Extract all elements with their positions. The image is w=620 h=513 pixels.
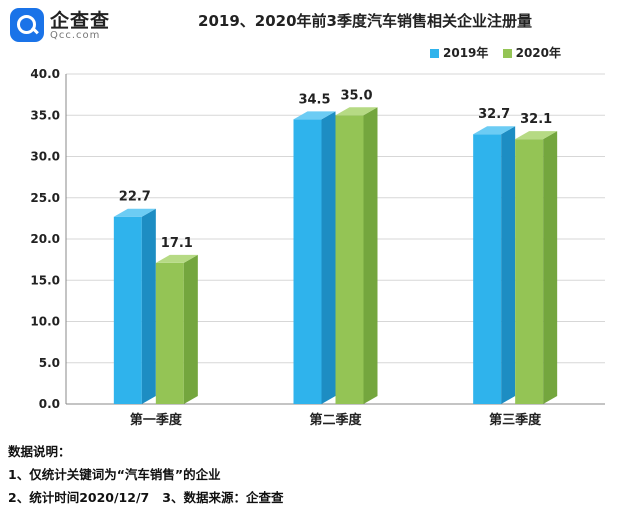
- brand-logo: 企查查 Qcc.com: [10, 6, 160, 50]
- chart-legend: 2019年 2020年: [430, 44, 571, 60]
- bar-2020-front: [155, 262, 184, 404]
- brand-name: 企查查: [50, 10, 111, 32]
- bar-2019-side: [141, 208, 156, 404]
- bar-2019-top: [293, 111, 336, 120]
- y-tick-label: 40.0: [30, 67, 60, 81]
- y-tick-label: 10.0: [30, 315, 60, 329]
- y-tick-label: 0.0: [39, 397, 60, 411]
- y-tick-label: 5.0: [39, 356, 60, 370]
- brand-domain: Qcc.com: [50, 30, 101, 41]
- bar-2020-front: [515, 139, 544, 405]
- bar-2019-side: [321, 111, 336, 404]
- y-tick-label: 20.0: [30, 232, 60, 246]
- legend-label-2020: 2020年: [515, 46, 561, 60]
- legend-item-2019: 2019年: [430, 44, 488, 61]
- x-tick-label: 第二季度: [309, 412, 362, 428]
- data-label-2019: 22.7: [119, 190, 151, 205]
- legend-swatch-2020: [502, 49, 512, 58]
- data-label-2020: 32.1: [520, 112, 552, 127]
- legend-label-2019: 2019年: [443, 46, 489, 60]
- x-tick-label: 第三季度: [489, 412, 542, 428]
- data-label-2020: 35.0: [340, 88, 372, 103]
- y-tick-label: 25.0: [30, 191, 60, 205]
- y-tick-label: 15.0: [30, 273, 60, 287]
- bar-2020-side: [363, 107, 378, 404]
- chart-title: 2019、2020年前3季度汽车销售相关企业注册量: [198, 12, 532, 30]
- bar-2020-top: [335, 107, 378, 116]
- data-label-2019: 32.7: [478, 107, 510, 122]
- bar-2019-side: [501, 126, 516, 404]
- data-label-2020: 17.1: [161, 236, 193, 251]
- bar-2020-side: [543, 131, 558, 405]
- notes-line-2: 2、统计时间2020/12/7 3、数据来源：企查查: [8, 490, 284, 505]
- bar-2020-side: [183, 254, 198, 404]
- search-logo-icon: [10, 8, 44, 42]
- bar-2020-front: [335, 115, 364, 404]
- notes-heading: 数据说明：: [8, 444, 71, 459]
- y-tick-label: 35.0: [30, 108, 60, 122]
- legend-item-2020: 2020年: [502, 44, 561, 61]
- notes-line-1: 1、仅统计关键词为“汽车销售”的企业: [8, 467, 221, 482]
- y-tick-label: 30.0: [30, 150, 60, 164]
- data-notes: 数据说明： 1、仅统计关键词为“汽车销售”的企业 2、统计时间2020/12/7…: [8, 440, 283, 509]
- bar-2019-front: [293, 119, 322, 404]
- bar-2020-top: [155, 254, 198, 263]
- bar-2020-top: [515, 131, 558, 140]
- bar-2019-front: [473, 134, 502, 404]
- bar-2019-top: [473, 126, 516, 135]
- bar-2019-top: [113, 208, 156, 217]
- x-tick-label: 第一季度: [130, 412, 183, 428]
- bar-2019-front: [113, 216, 142, 404]
- legend-swatch-2019: [430, 49, 439, 58]
- data-label-2019: 34.5: [298, 92, 330, 107]
